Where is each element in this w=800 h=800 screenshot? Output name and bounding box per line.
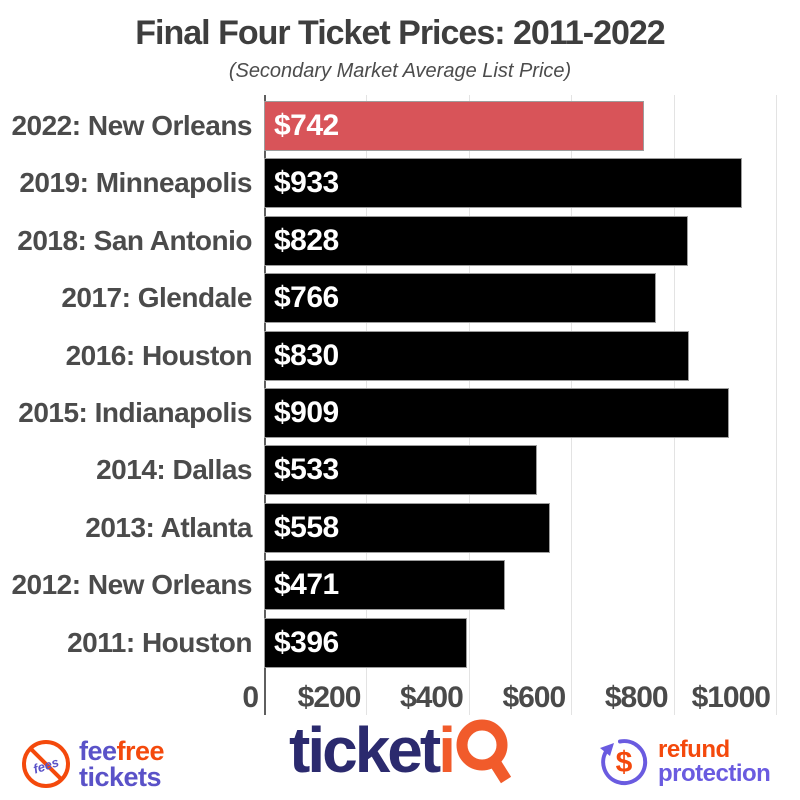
bar-value-label: $766	[274, 281, 339, 315]
bar-value-label: $533	[274, 453, 339, 487]
ticketiq-text-ticket: ticket	[289, 714, 441, 786]
dollar-sign-icon: $	[616, 746, 633, 779]
category-label: 2011: Houston	[67, 626, 252, 658]
chart-subtitle: (Secondary Market Average List Price)	[228, 60, 572, 82]
footer: fees feefree tickets ticketi $ refund pr…	[0, 712, 800, 800]
feefree-text-tickets: tickets	[79, 762, 162, 792]
bar-value-label: $830	[274, 338, 339, 372]
x-tick-label: $600	[502, 681, 566, 714]
refund-text-refund: refund	[658, 736, 730, 763]
feefree-logo-text: feefree tickets	[79, 736, 165, 792]
bar-row: $766	[264, 273, 657, 324]
bar-value-label: $396	[274, 625, 339, 659]
bar-value-label: $471	[274, 568, 339, 602]
bar-row: $558	[264, 502, 550, 553]
x-tick-label: $800	[604, 681, 669, 714]
category-label: 2016: Houston	[65, 339, 253, 371]
chart-title: Final Four Ticket Prices: 2011-2022	[135, 14, 665, 52]
feefree-text-free: free	[116, 736, 165, 766]
category-label: 2013: Atlanta	[85, 511, 252, 543]
bar-value-label: $558	[274, 510, 339, 544]
category-label: 2017: Glendale	[61, 282, 252, 314]
ticketiq-logo: ticketi	[289, 718, 512, 786]
refund-text-protection: protection	[658, 760, 771, 787]
no-fees-icon: fees	[22, 740, 70, 788]
bar-row: $396	[264, 617, 467, 668]
refund-cycle-icon: $	[600, 739, 648, 786]
x-tick-label: $1000	[691, 681, 771, 714]
bar-row: $909	[264, 388, 730, 438]
category-label: 2015: Indianapolis	[18, 397, 252, 428]
bar-row: $828	[264, 215, 688, 266]
x-tick-label: $200	[297, 681, 362, 714]
ticketiq-text-i: i	[438, 714, 456, 786]
bar-row: $533	[264, 445, 537, 496]
bar-value-label: $828	[274, 223, 339, 257]
x-tick-label: $400	[400, 681, 464, 714]
bar-value-label: $742	[274, 109, 339, 142]
magnifier-q-icon	[456, 719, 512, 784]
category-label: 2012: New Orleans	[11, 569, 252, 601]
feefree-tickets-logo: fees feefree tickets	[22, 736, 165, 792]
category-label: 2018: San Antonio	[17, 224, 252, 256]
bar-row: $471	[264, 560, 506, 611]
refund-protection-logo: $ refund protection	[598, 736, 771, 788]
x-tick-label: 0	[242, 681, 259, 714]
category-label: 2022: New Orleans	[11, 110, 252, 141]
x-gridline	[776, 95, 777, 715]
chart-area: 0 $200 $400 $600 $800 $1000 2022: New Orleans…	[0, 95, 800, 719]
category-label: 2019: Minneapolis	[19, 167, 252, 199]
feefree-text-fee: fee	[79, 736, 117, 766]
bar-value-label: $933	[274, 166, 339, 200]
refund-logo-text: refund protection	[658, 736, 771, 787]
bar-row: $830	[264, 330, 689, 381]
bar-row: $933	[264, 158, 742, 209]
bar-value-label: $909	[274, 396, 339, 429]
category-label: 2014: Dallas	[96, 454, 252, 486]
fees-icon-label: fees	[31, 754, 61, 777]
bar-row: $742	[264, 101, 644, 151]
